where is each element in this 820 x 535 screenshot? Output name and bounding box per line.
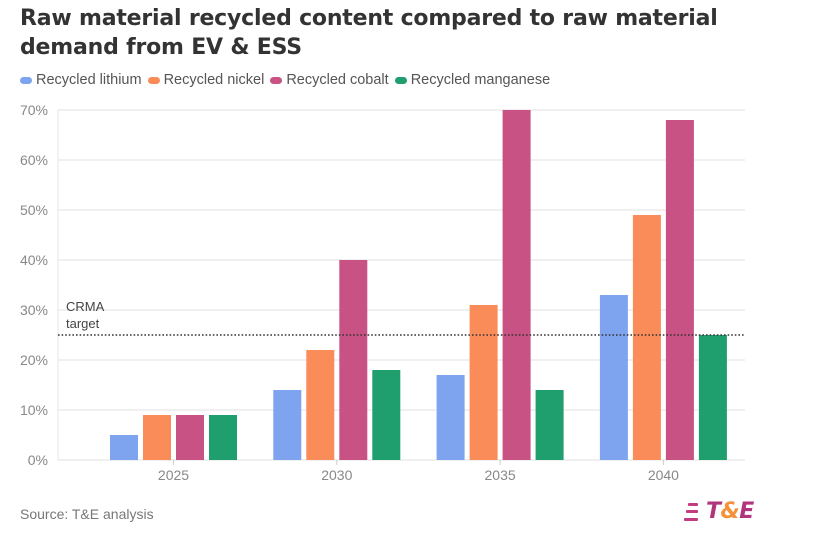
legend-swatch-nickel (147, 76, 160, 84)
y-tick-label: 10% (20, 402, 48, 418)
speed-lines-icon (684, 502, 698, 521)
logo-ampersand: & (720, 499, 740, 524)
legend-label-cobalt: Recycled cobalt (286, 72, 389, 88)
bar-cobalt-2030 (339, 260, 368, 460)
bar-nickel-2035 (469, 305, 498, 460)
crma-label-line2: target (66, 316, 100, 331)
y-tick-label: 30% (20, 302, 48, 318)
x-axis-ticks: 2025 2030 2035 2040 (158, 460, 679, 483)
legend-swatch-cobalt (270, 76, 283, 84)
y-tick-label: 20% (20, 352, 48, 368)
y-tick-label: 70% (20, 102, 48, 118)
bar-nickel-2030 (306, 350, 335, 460)
gridlines (57, 109, 745, 461)
chart-title: Raw material recycled content compared t… (20, 6, 718, 60)
x-tick-label: 2035 (485, 467, 516, 483)
legend-item-nickel: Recycled nickel (147, 72, 265, 88)
y-axis-ticks: 0% 10% 20% 30% 40% 50% 60% 70% (20, 102, 48, 468)
y-tick-label: 50% (20, 202, 48, 218)
legend-item-lithium: Recycled lithium (20, 72, 142, 88)
bar-manganese-2040 (698, 335, 727, 460)
source-note: Source: T&E analysis (20, 506, 154, 522)
legend-label-nickel: Recycled nickel (163, 72, 265, 88)
bar-lithium-2025 (110, 435, 138, 460)
legend: Recycled lithium Recycled nickel Recycle… (20, 70, 556, 90)
crma-label-line1: CRMA (66, 299, 105, 314)
logo-e: E (739, 499, 754, 524)
bar-lithium-2030 (273, 390, 302, 460)
bar-manganese-2030 (372, 370, 401, 460)
bar-lithium-2040 (599, 295, 628, 460)
y-tick-label: 60% (20, 152, 48, 168)
x-tick-label: 2040 (648, 467, 679, 483)
bar-nickel-2040 (632, 215, 661, 460)
crma-target: CRMA target (58, 299, 745, 336)
legend-label-manganese: Recycled manganese (410, 72, 551, 88)
bar-cobalt-2040 (665, 120, 694, 460)
legend-item-manganese: Recycled manganese (394, 72, 551, 88)
logo-text: T&E (706, 499, 754, 524)
y-tick-label: 0% (28, 452, 48, 468)
bar-manganese-2035 (535, 390, 564, 460)
bar-lithium-2035 (436, 375, 465, 460)
te-logo: T&E (684, 499, 754, 524)
legend-swatch-manganese (394, 76, 407, 84)
bar-cobalt-2035 (502, 110, 531, 460)
y-tick-label: 40% (20, 252, 48, 268)
legend-item-cobalt: Recycled cobalt (270, 72, 389, 88)
bar-manganese-2025 (209, 415, 237, 460)
x-tick-label: 2025 (158, 467, 189, 483)
legend-label-lithium: Recycled lithium (36, 72, 142, 88)
bar-cobalt-2025 (176, 415, 204, 460)
x-tick-label: 2030 (321, 467, 352, 483)
bars (110, 110, 727, 460)
logo-t: T (706, 499, 721, 524)
legend-swatch-lithium (20, 76, 32, 84)
bar-nickel-2025 (143, 415, 171, 460)
